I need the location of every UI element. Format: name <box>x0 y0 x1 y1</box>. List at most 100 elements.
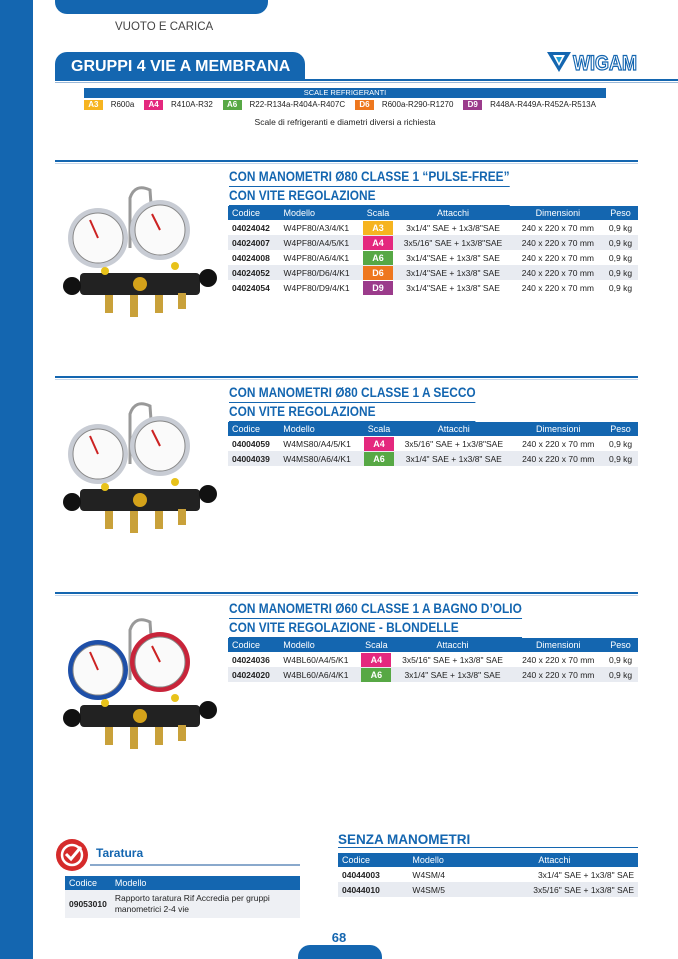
code-cell: 04044010 <box>338 882 409 897</box>
product-title-line: CON MANOMETRI Ø80 CLASSE 1 “PULSE-FREE” <box>229 168 510 187</box>
column-header: Modello <box>279 206 363 220</box>
weight-cell: 0,9 kg <box>608 654 633 665</box>
divider <box>90 864 300 866</box>
code-cell: 04044003 <box>342 869 380 880</box>
model-cell: W4MS80/A4/5/K1 <box>283 438 351 449</box>
dimensions-cell: 240 x 220 x 70 mm <box>512 265 603 280</box>
dimensions-cell: 240 x 220 x 70 mm <box>513 667 604 682</box>
table-row: 09053010 Rapporto taratura Rif Accredia p… <box>65 890 300 918</box>
model-cell: W4PF80/A6/4/K1 <box>283 252 350 263</box>
weight-cell: 0,9 kg <box>608 252 633 263</box>
model-cell: W4MS80/A6/4/K1 <box>279 451 364 466</box>
product-title-line: CON VITE REGOLAZIONE <box>229 187 510 206</box>
dimensions-cell: 240 x 220 x 70 mm <box>521 222 595 233</box>
scale-badge-d9: D9 <box>463 99 483 110</box>
scale-badge-a3: A3 <box>362 220 393 235</box>
connections-cell: 3x1/4"SAE + 1x3/8" SAE <box>406 252 500 263</box>
dimensions-cell: 240 x 220 x 70 mm <box>512 235 603 250</box>
dimensions-cell: 240 x 220 x 70 mm <box>521 282 595 293</box>
category-label: VUOTO E CARICA <box>115 21 214 33</box>
top-tab <box>55 0 268 14</box>
column-header: Attacchi <box>393 206 513 220</box>
table-row: 04024054 W4PF80/D9/4/K1 D9 3x1/4"SAE + 1x3/… <box>228 280 638 295</box>
side-bar <box>0 0 33 959</box>
scale-badge-a4: A4 <box>362 235 393 250</box>
product-table: Codice Modello Scala Attacchi Dimensioni Peso… <box>228 422 638 466</box>
product-table: Codice Modello Scala Attacchi Dimensioni Peso… <box>228 638 638 682</box>
weight-cell: 0,9 kg <box>602 235 638 250</box>
column-header: Attacchi <box>394 422 514 436</box>
scale-cell: A4 <box>364 436 395 451</box>
model-cell: W4PF80/A4/5/K1 <box>279 235 363 250</box>
scale-refrigerants: R22-R134a-R404A-R407C <box>249 100 346 109</box>
table-row: 04044003 W4SM/4 3x1/4" SAE + 1x3/8" SAE <box>338 867 638 882</box>
table-header: Codice Modello <box>65 876 300 890</box>
connections-cell: 3x1/4"SAE + 1x3/8" SAE <box>393 265 513 280</box>
model-cell: W4PF80/D6/4/K1 <box>279 265 363 280</box>
product-title-line: CON VITE REGOLAZIONE <box>229 403 476 422</box>
connections-cell: 3x5/16" SAE + 1x3/8"SAE <box>404 438 503 449</box>
check-seal-icon <box>56 839 88 871</box>
dimensions-cell: 240 x 220 x 70 mm <box>521 252 595 263</box>
scale-badge-a3: A3 <box>84 99 103 110</box>
product-title: CON MANOMETRI Ø80 CLASSE 1 A SECCO CON VI… <box>229 384 476 422</box>
senza-manometri-title: SENZA MANOMETRI <box>338 832 638 848</box>
scale-cell: A6 <box>361 667 392 682</box>
divider <box>55 79 678 81</box>
section-divider <box>55 592 638 594</box>
table-row: 04004039 W4MS80/A6/4/K1 A6 3x1/4" SAE + 1x3… <box>228 451 638 466</box>
scale-badge-a4: A4 <box>144 99 163 110</box>
weight-cell: 0,9 kg <box>603 451 638 466</box>
code-cell: 04024007 <box>228 235 280 250</box>
column-header: Scala <box>361 638 392 652</box>
product-title-line: CON MANOMETRI Ø80 CLASSE 1 A SECCO <box>229 384 476 403</box>
svg-text:WIGAM: WIGAM <box>573 52 637 75</box>
column-header: Peso <box>603 422 638 436</box>
dimensions-cell: 240 x 220 x 70 mm <box>513 451 604 466</box>
connections-cell: 3x5/16" SAE + 1x3/8"SAE <box>393 235 513 250</box>
model-cell: W4PF80/D9/4/K1 <box>283 282 350 293</box>
connections-cell: 3x5/16" SAE + 1x3/8" SAE <box>470 882 638 897</box>
table-header: Codice Modello Scala Attacchi Dimensioni Peso <box>228 638 638 652</box>
legend-note: Scale di refrigeranti e diametri diversi… <box>254 117 436 127</box>
table-row: 04024007 W4PF80/A4/5/K1 A4 3x5/16" SAE + 1x… <box>228 235 638 250</box>
scale-cell: D9 <box>362 280 394 295</box>
section-divider <box>55 379 638 380</box>
code-cell: 04024036 <box>232 654 270 665</box>
manifold-gauge-set-white-dials <box>60 178 220 333</box>
wigam-logo: WIGAM <box>547 51 638 76</box>
code-cell: 04024020 <box>228 667 280 682</box>
scale-badge-a6: A6 <box>222 99 242 110</box>
column-header: Codice <box>228 206 280 220</box>
scale-badge-d6: D6 <box>355 99 374 110</box>
table-row: 04024052 W4PF80/D6/4/K1 D6 3x1/4"SAE + 1x3/… <box>228 265 638 280</box>
product-title: CON MANOMETRI Ø60 CLASSE 1 A BAGNO D’OLI… <box>229 600 522 638</box>
code-cell: 04004059 <box>232 438 270 449</box>
table-header: Codice Modello Scala Attacchi Dimensioni Peso <box>228 422 638 436</box>
scale-badge-a4: A4 <box>364 436 395 451</box>
manifold-gauge-set-blue-red-dials <box>60 610 220 765</box>
connections-cell: 3x1/4"SAE + 1x3/8" SAE <box>406 282 500 293</box>
senza-manometri-table: Codice Modello Attacchi 04044003 W4SM/4 3x1/4… <box>338 853 638 897</box>
table-row: 04024036 W4BL60/A4/5/K1 A4 3x5/16" SAE + 1x… <box>228 652 638 667</box>
column-header: Modello <box>110 876 300 890</box>
model-cell: W4BL60/A4/5/K1 <box>283 654 349 665</box>
column-header: Dimensioni <box>513 638 604 652</box>
code-cell: 04024054 <box>232 282 270 293</box>
section-divider <box>55 163 638 164</box>
scale-cell: A3 <box>362 220 394 235</box>
weight-cell: 0,9 kg <box>608 222 633 233</box>
code-cell: 09053010 <box>65 890 111 918</box>
column-header: Codice <box>228 638 280 652</box>
scale-badge-d6: D6 <box>362 265 393 280</box>
code-cell: 04004039 <box>228 451 280 466</box>
manifold-gauge-set-white-dials <box>60 394 220 549</box>
column-header: Codice <box>65 876 111 890</box>
section-divider <box>55 595 638 596</box>
code-cell: 04024008 <box>232 252 270 263</box>
weight-cell: 0,9 kg <box>602 265 638 280</box>
taratura-table: Codice Modello 09053010 Rapporto taratura R… <box>65 876 300 918</box>
taratura-title: Taratura <box>96 846 144 860</box>
scale-cell: A4 <box>361 652 392 667</box>
product-table: Codice Modello Scala Attacchi Dimensioni Peso… <box>228 206 638 295</box>
